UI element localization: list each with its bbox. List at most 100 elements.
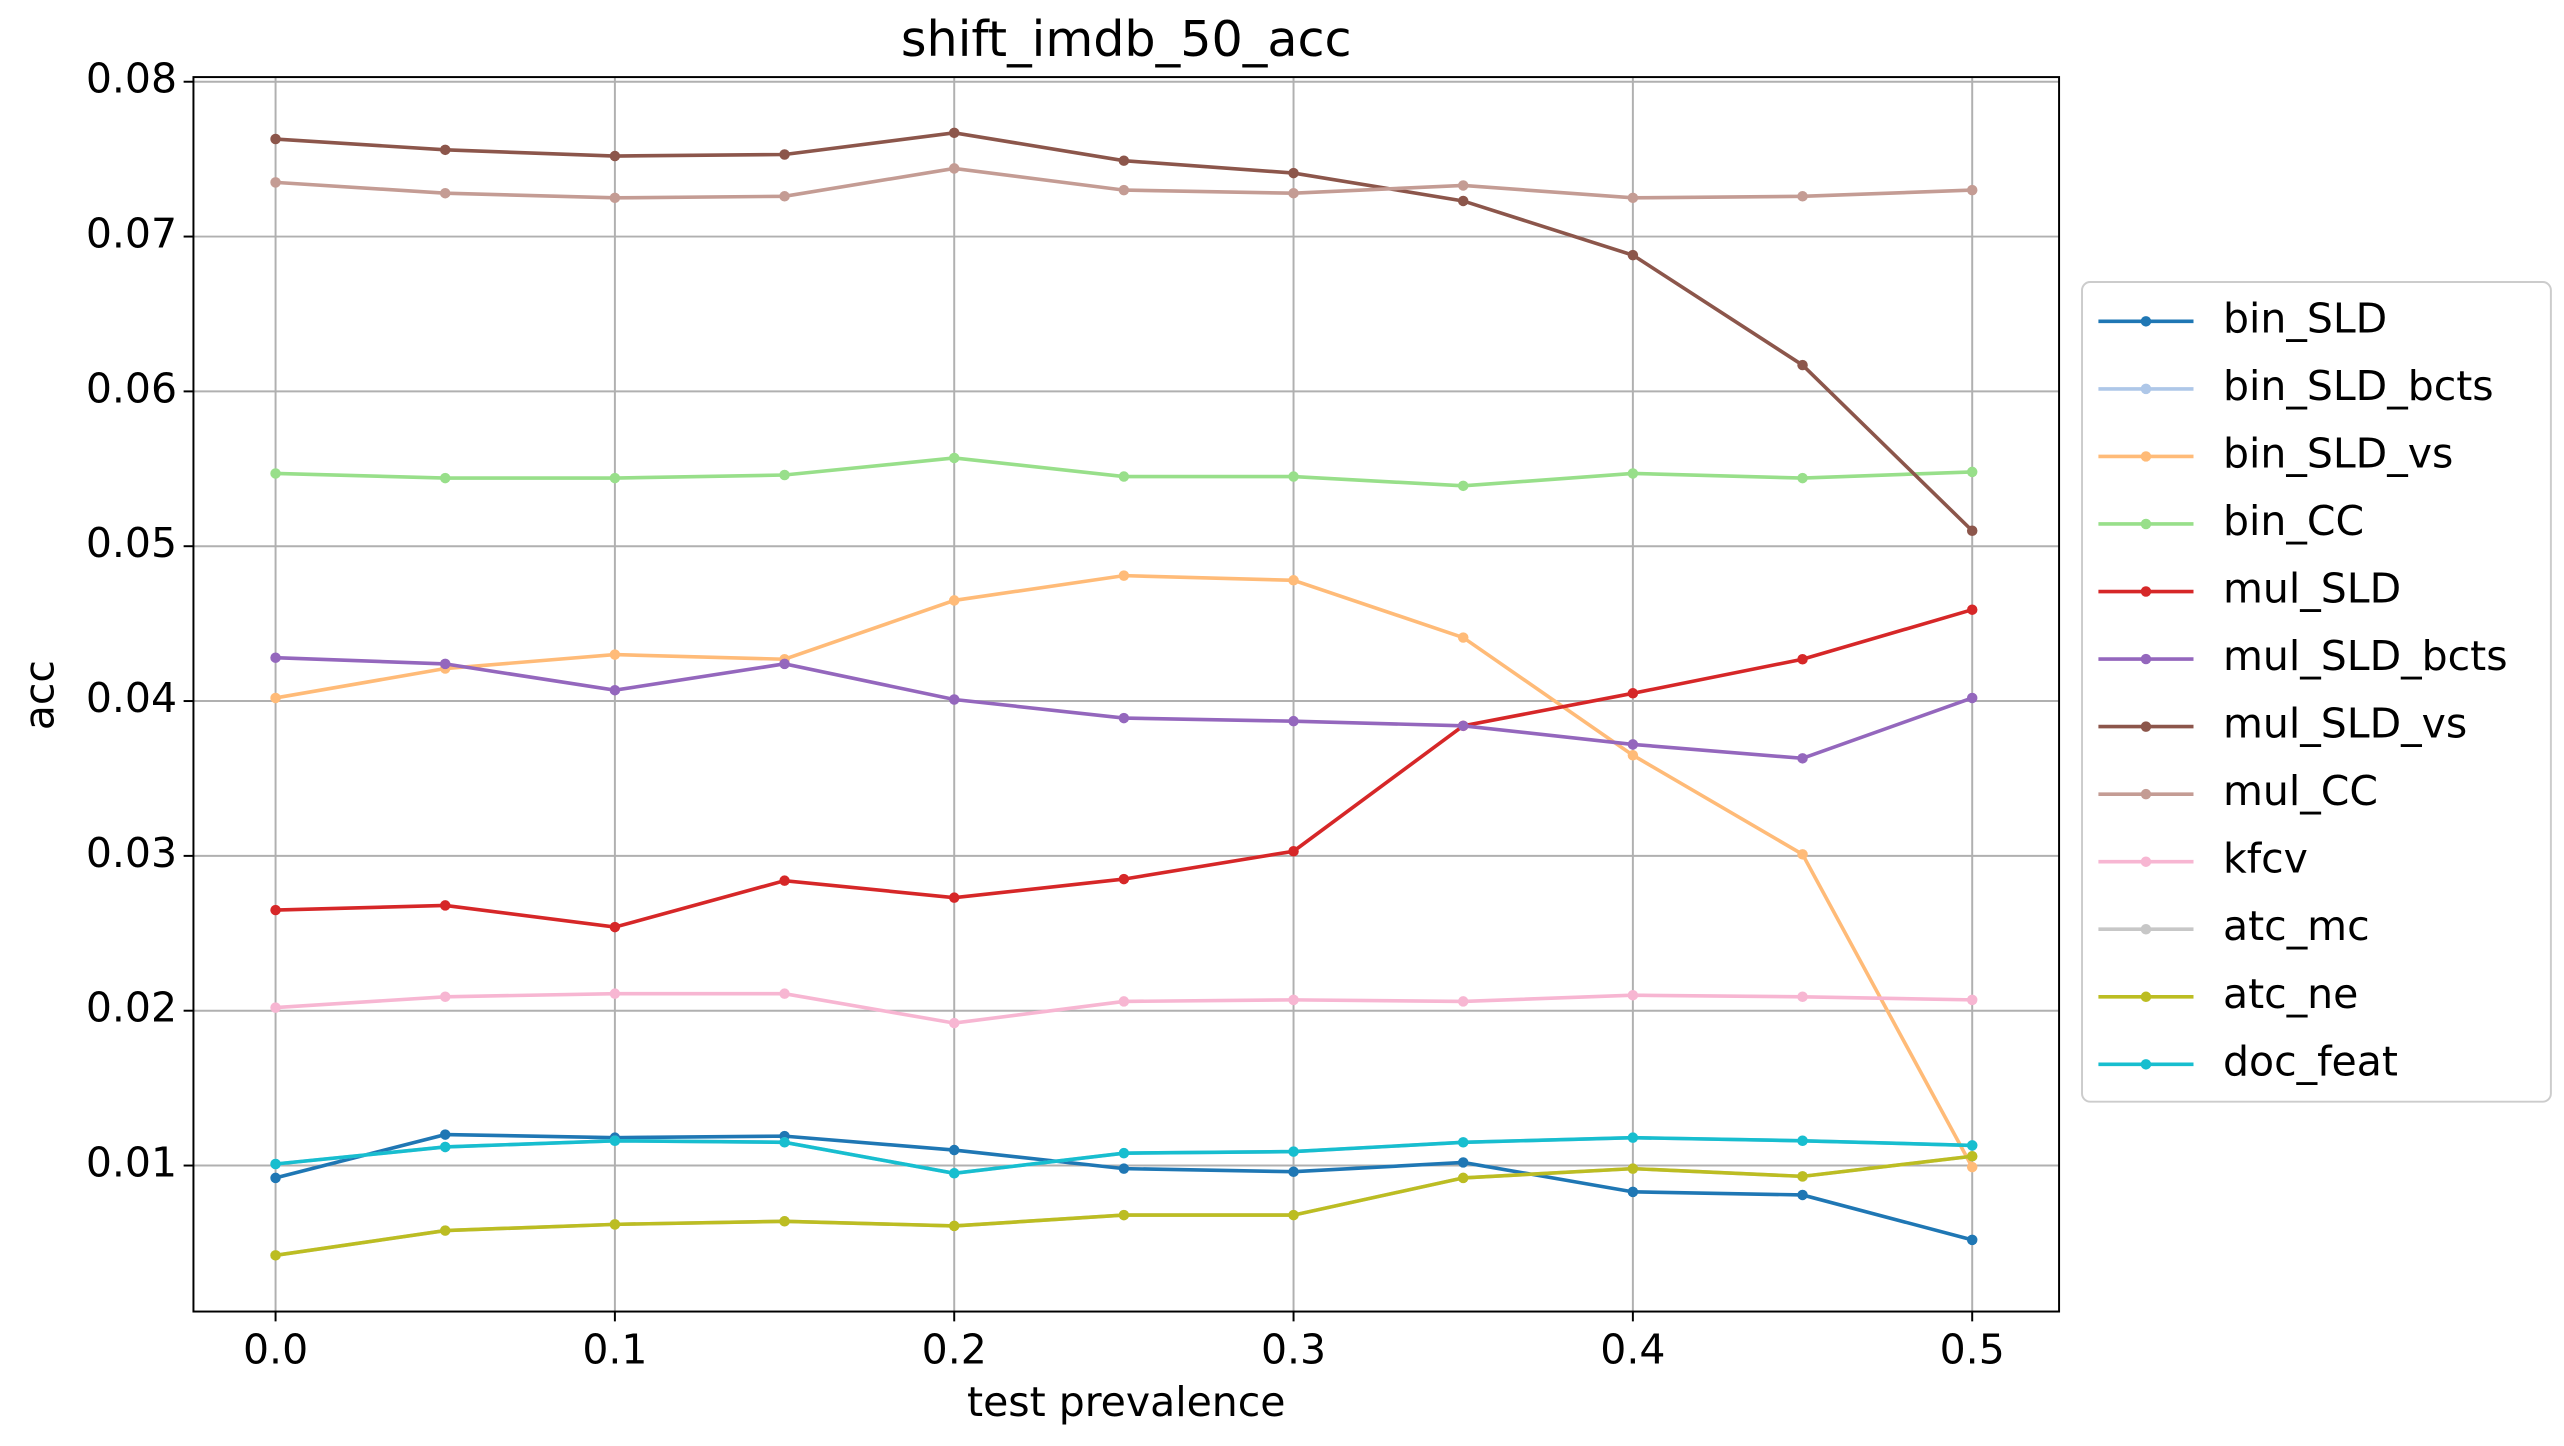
chart-title: shift_imdb_50_acc — [901, 10, 1352, 68]
point — [439, 472, 451, 484]
legend: bin_SLD bin_SLD_bcts bin_SLD_vs bin_CC mul_S… — [2098, 294, 2508, 1085]
point — [1966, 1161, 1978, 1173]
point — [270, 1250, 281, 1261]
point — [1288, 1209, 1299, 1221]
point — [1797, 1171, 1808, 1182]
legend-marker — [2140, 316, 2152, 327]
point — [1457, 1137, 1469, 1148]
point — [609, 684, 621, 696]
point — [1457, 1172, 1469, 1184]
x-axis-label: test prevalence — [967, 1378, 1286, 1426]
point — [779, 191, 790, 202]
point — [439, 991, 451, 1003]
point — [439, 1129, 451, 1140]
legend-marker — [2140, 856, 2152, 867]
point — [439, 900, 451, 911]
point — [270, 1172, 281, 1184]
legend-label: atc_ne — [2223, 970, 2358, 1018]
y-tick-label: 0.06 — [86, 364, 177, 412]
point — [609, 1219, 621, 1230]
x-tick-label: 0.5 — [1940, 1326, 2005, 1374]
point — [1797, 849, 1808, 860]
point — [609, 1135, 621, 1147]
legend-label: atc_mc — [2223, 902, 2370, 950]
point — [1966, 466, 1978, 478]
point — [779, 1216, 790, 1227]
point — [1118, 873, 1130, 885]
point — [779, 658, 790, 670]
legend-marker — [2140, 991, 2152, 1003]
point — [1797, 753, 1808, 764]
point — [1966, 1140, 1978, 1151]
point — [439, 1141, 451, 1153]
point — [779, 875, 790, 886]
x-tick-label: 0.1 — [582, 1326, 647, 1374]
point — [1118, 570, 1130, 581]
point — [270, 177, 281, 188]
point — [1457, 1157, 1469, 1168]
point — [1797, 472, 1808, 484]
y-tick-label: 0.07 — [86, 210, 177, 258]
point — [1457, 195, 1469, 207]
plot — [270, 127, 1978, 1261]
legend-label: bin_SLD_bcts — [2223, 362, 2494, 410]
point — [948, 163, 960, 174]
point — [1118, 1209, 1130, 1221]
point — [1797, 653, 1808, 665]
point — [1627, 739, 1639, 750]
legend-label: bin_CC — [2223, 497, 2364, 545]
point — [439, 144, 451, 156]
point — [270, 904, 281, 916]
point — [779, 988, 790, 999]
y-axis-label: acc — [16, 660, 64, 730]
point — [1797, 991, 1808, 1003]
point — [1966, 604, 1978, 615]
point — [779, 1137, 790, 1148]
point — [1966, 184, 1978, 196]
legend-label: doc_feat — [2223, 1037, 2398, 1085]
point — [948, 892, 960, 903]
point — [609, 472, 621, 484]
point — [1288, 994, 1299, 1006]
point — [1966, 1234, 1978, 1246]
point — [270, 133, 281, 145]
point — [1118, 1147, 1130, 1159]
point — [1118, 712, 1130, 724]
point — [609, 150, 621, 162]
legend-marker — [2140, 383, 2152, 395]
point — [1118, 155, 1130, 166]
y-tick-label: 0.01 — [86, 1139, 177, 1187]
legend-marker — [2140, 923, 2152, 935]
point — [1288, 1146, 1299, 1157]
legend-label: bin_SLD_vs — [2223, 429, 2453, 477]
point — [1288, 575, 1299, 586]
point — [779, 149, 790, 160]
legend-label: mul_SLD_vs — [2223, 700, 2467, 748]
point — [948, 452, 960, 464]
x-tick-label: 0.4 — [1600, 1326, 1665, 1374]
point — [1288, 187, 1299, 199]
legend-box — [2081, 281, 2552, 1103]
point — [1118, 184, 1130, 196]
y-tick-label: 0.08 — [86, 55, 177, 103]
point — [439, 187, 451, 199]
point — [1627, 1132, 1639, 1143]
legend-label: mul_SLD — [2223, 565, 2401, 613]
point — [948, 127, 960, 139]
point — [270, 692, 281, 704]
point — [1627, 468, 1639, 479]
y-tick-label: 0.04 — [86, 674, 177, 722]
point — [1288, 715, 1299, 727]
legend-marker — [2140, 788, 2152, 800]
point — [1288, 845, 1299, 857]
y-tick-label: 0.05 — [86, 519, 177, 567]
point — [1457, 480, 1469, 492]
point — [1627, 249, 1639, 261]
point — [1118, 471, 1130, 482]
legend-marker — [2140, 518, 2152, 530]
point — [1797, 191, 1808, 202]
legend-marker — [2140, 451, 2152, 462]
x-tick-label: 0.2 — [922, 1326, 987, 1374]
